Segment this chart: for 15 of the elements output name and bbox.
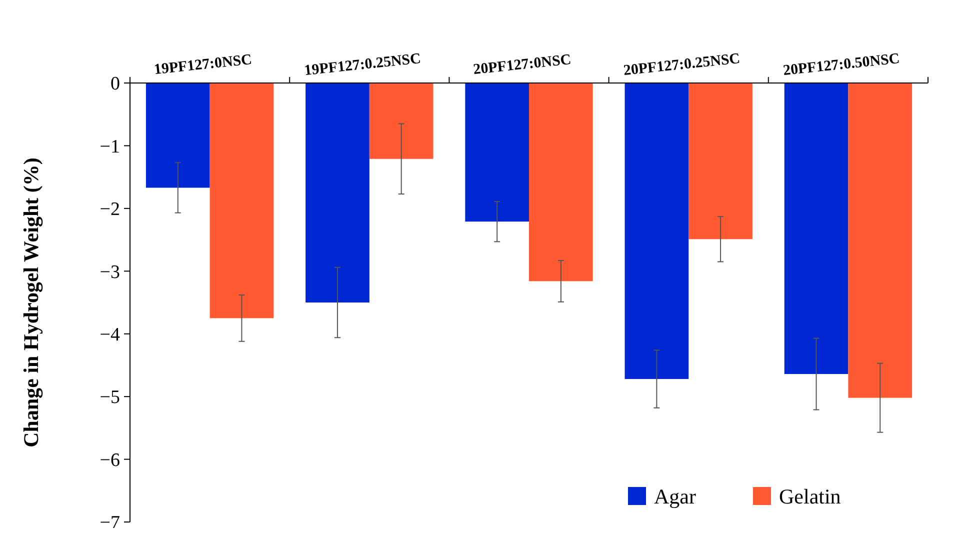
x-tick-label: 20PF127:0NSC	[472, 52, 572, 78]
y-tick-label: −1	[100, 136, 120, 158]
x-tick-label: 19PF127:0.25NSC	[304, 50, 422, 80]
y-tick-label: −2	[100, 199, 120, 220]
y-tick-label: 0	[110, 74, 120, 95]
y-tick-label: −3	[100, 262, 120, 283]
x-tick-label: 20PF127:0.50NSC	[782, 50, 900, 80]
x-tick-label: 19PF127:0NSC	[153, 52, 253, 78]
y-tick-label: −4	[100, 324, 120, 346]
legend-label: Gelatin	[779, 484, 842, 508]
y-tick-label: −6	[100, 450, 120, 471]
y-tick-label: −5	[100, 387, 120, 408]
y-axis-title: Change in Hydrogel Weight (%)	[19, 158, 43, 448]
x-tick-label: 20PF127:0.25NSC	[622, 50, 741, 80]
legend-label: Agar	[654, 484, 696, 508]
